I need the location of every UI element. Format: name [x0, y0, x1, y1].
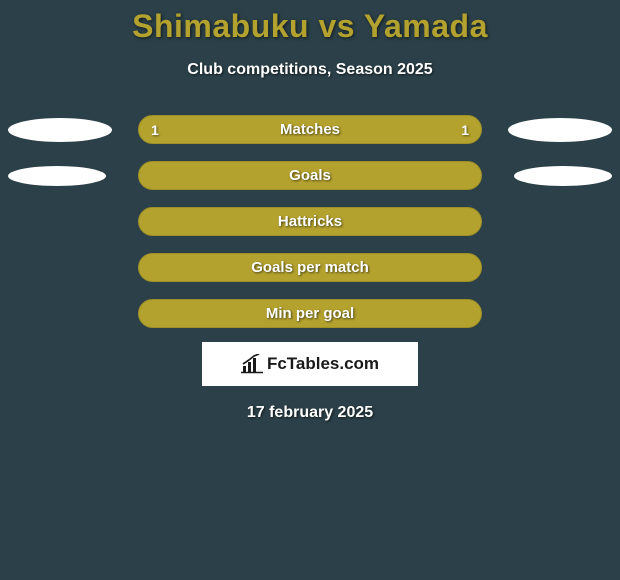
stat-bar-label: Hattricks [278, 213, 342, 230]
stat-right-value: 1 [461, 122, 469, 138]
brand-box[interactable]: FcTables.com [202, 342, 418, 386]
stat-bar: Hattricks [138, 207, 482, 236]
stat-row: Hattricks [0, 207, 620, 236]
stat-bar: Goals per match [138, 253, 482, 282]
stat-row: Goals per match [0, 253, 620, 282]
stat-bar-label: Min per goal [266, 305, 354, 322]
date: 17 february 2025 [0, 404, 620, 422]
stat-bar-label: Goals [289, 167, 331, 184]
title-vs: vs [318, 8, 355, 44]
bubble-left [8, 118, 112, 142]
stat-bar: Matches 1 1 [138, 115, 482, 144]
brand-text: FcTables.com [267, 354, 379, 374]
chart-icon [241, 354, 263, 374]
stat-row: Matches 1 1 [0, 115, 620, 144]
page-title: Shimabuku vs Yamada [0, 0, 620, 45]
stat-row: Goals [0, 161, 620, 190]
stat-bar-label: Goals per match [251, 259, 369, 276]
title-left: Shimabuku [132, 8, 309, 44]
subtitle: Club competitions, Season 2025 [0, 61, 620, 79]
stat-row: Min per goal [0, 299, 620, 328]
bubble-right [508, 118, 612, 142]
stat-bar: Goals [138, 161, 482, 190]
stat-bar: Min per goal [138, 299, 482, 328]
title-right: Yamada [364, 8, 488, 44]
bubble-left [8, 166, 106, 186]
stat-bar-label: Matches [280, 121, 340, 138]
stat-rows: Matches 1 1 Goals Hattricks Goals per match Mi… [0, 115, 620, 328]
bubble-right [514, 166, 612, 186]
stat-left-value: 1 [151, 122, 159, 138]
